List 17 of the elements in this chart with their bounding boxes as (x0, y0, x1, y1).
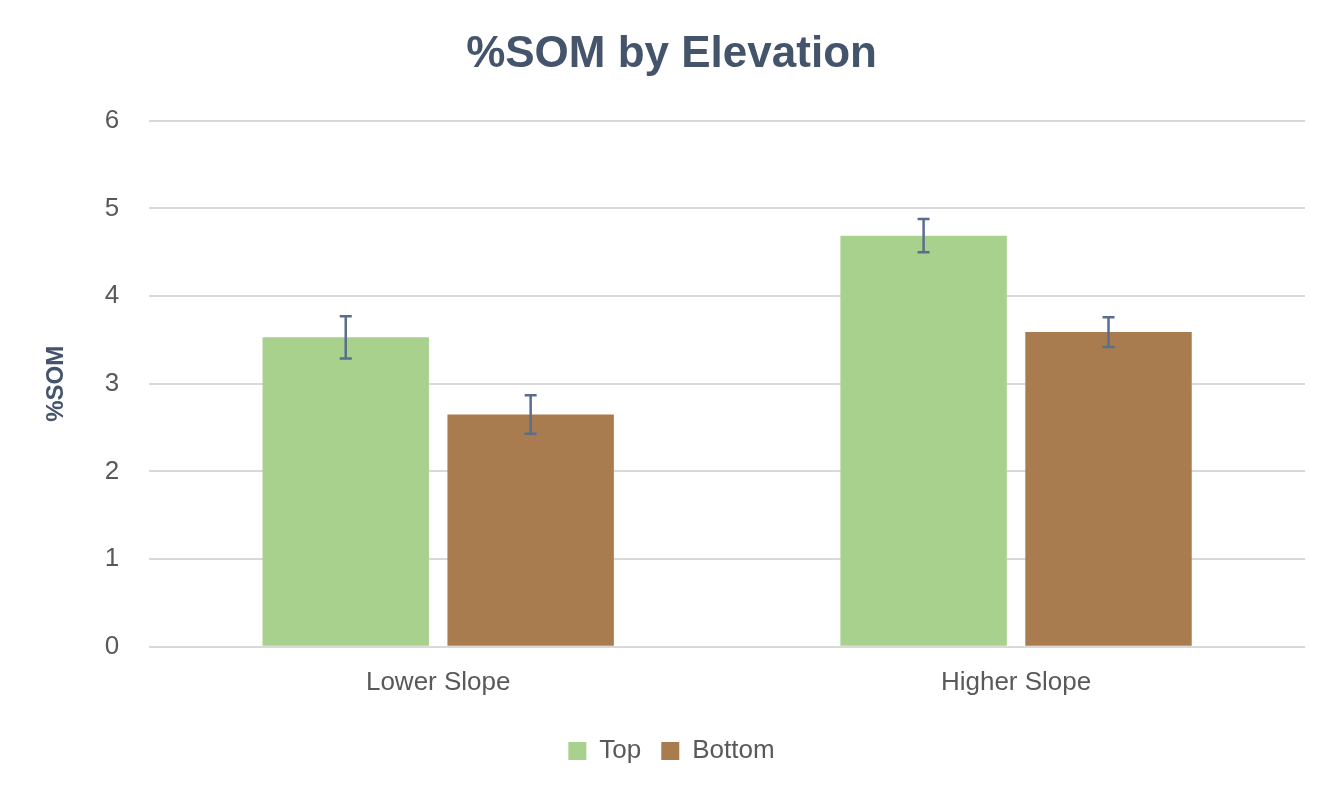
y-tick-label: 3 (104, 366, 120, 397)
x-tick-label: Lower Slope (365, 665, 511, 696)
bar (1025, 332, 1192, 646)
legend-label: Top (599, 734, 642, 765)
bar (840, 235, 1007, 646)
legend-label: Bottom (692, 734, 775, 765)
y-tick-label: 5 (104, 191, 120, 222)
bar (447, 414, 614, 646)
y-tick-label: 6 (104, 103, 120, 134)
x-tick-label: Higher Slope (940, 665, 1092, 696)
y-tick-label: 4 (104, 279, 120, 310)
y-tick-label: 2 (104, 454, 120, 485)
y-axis-title: %SOM (41, 345, 69, 422)
bar (262, 337, 429, 646)
y-tick-label: 0 (104, 629, 120, 660)
chart-title: %SOM by Elevation (466, 26, 877, 76)
y-tick-label: 1 (104, 542, 120, 573)
